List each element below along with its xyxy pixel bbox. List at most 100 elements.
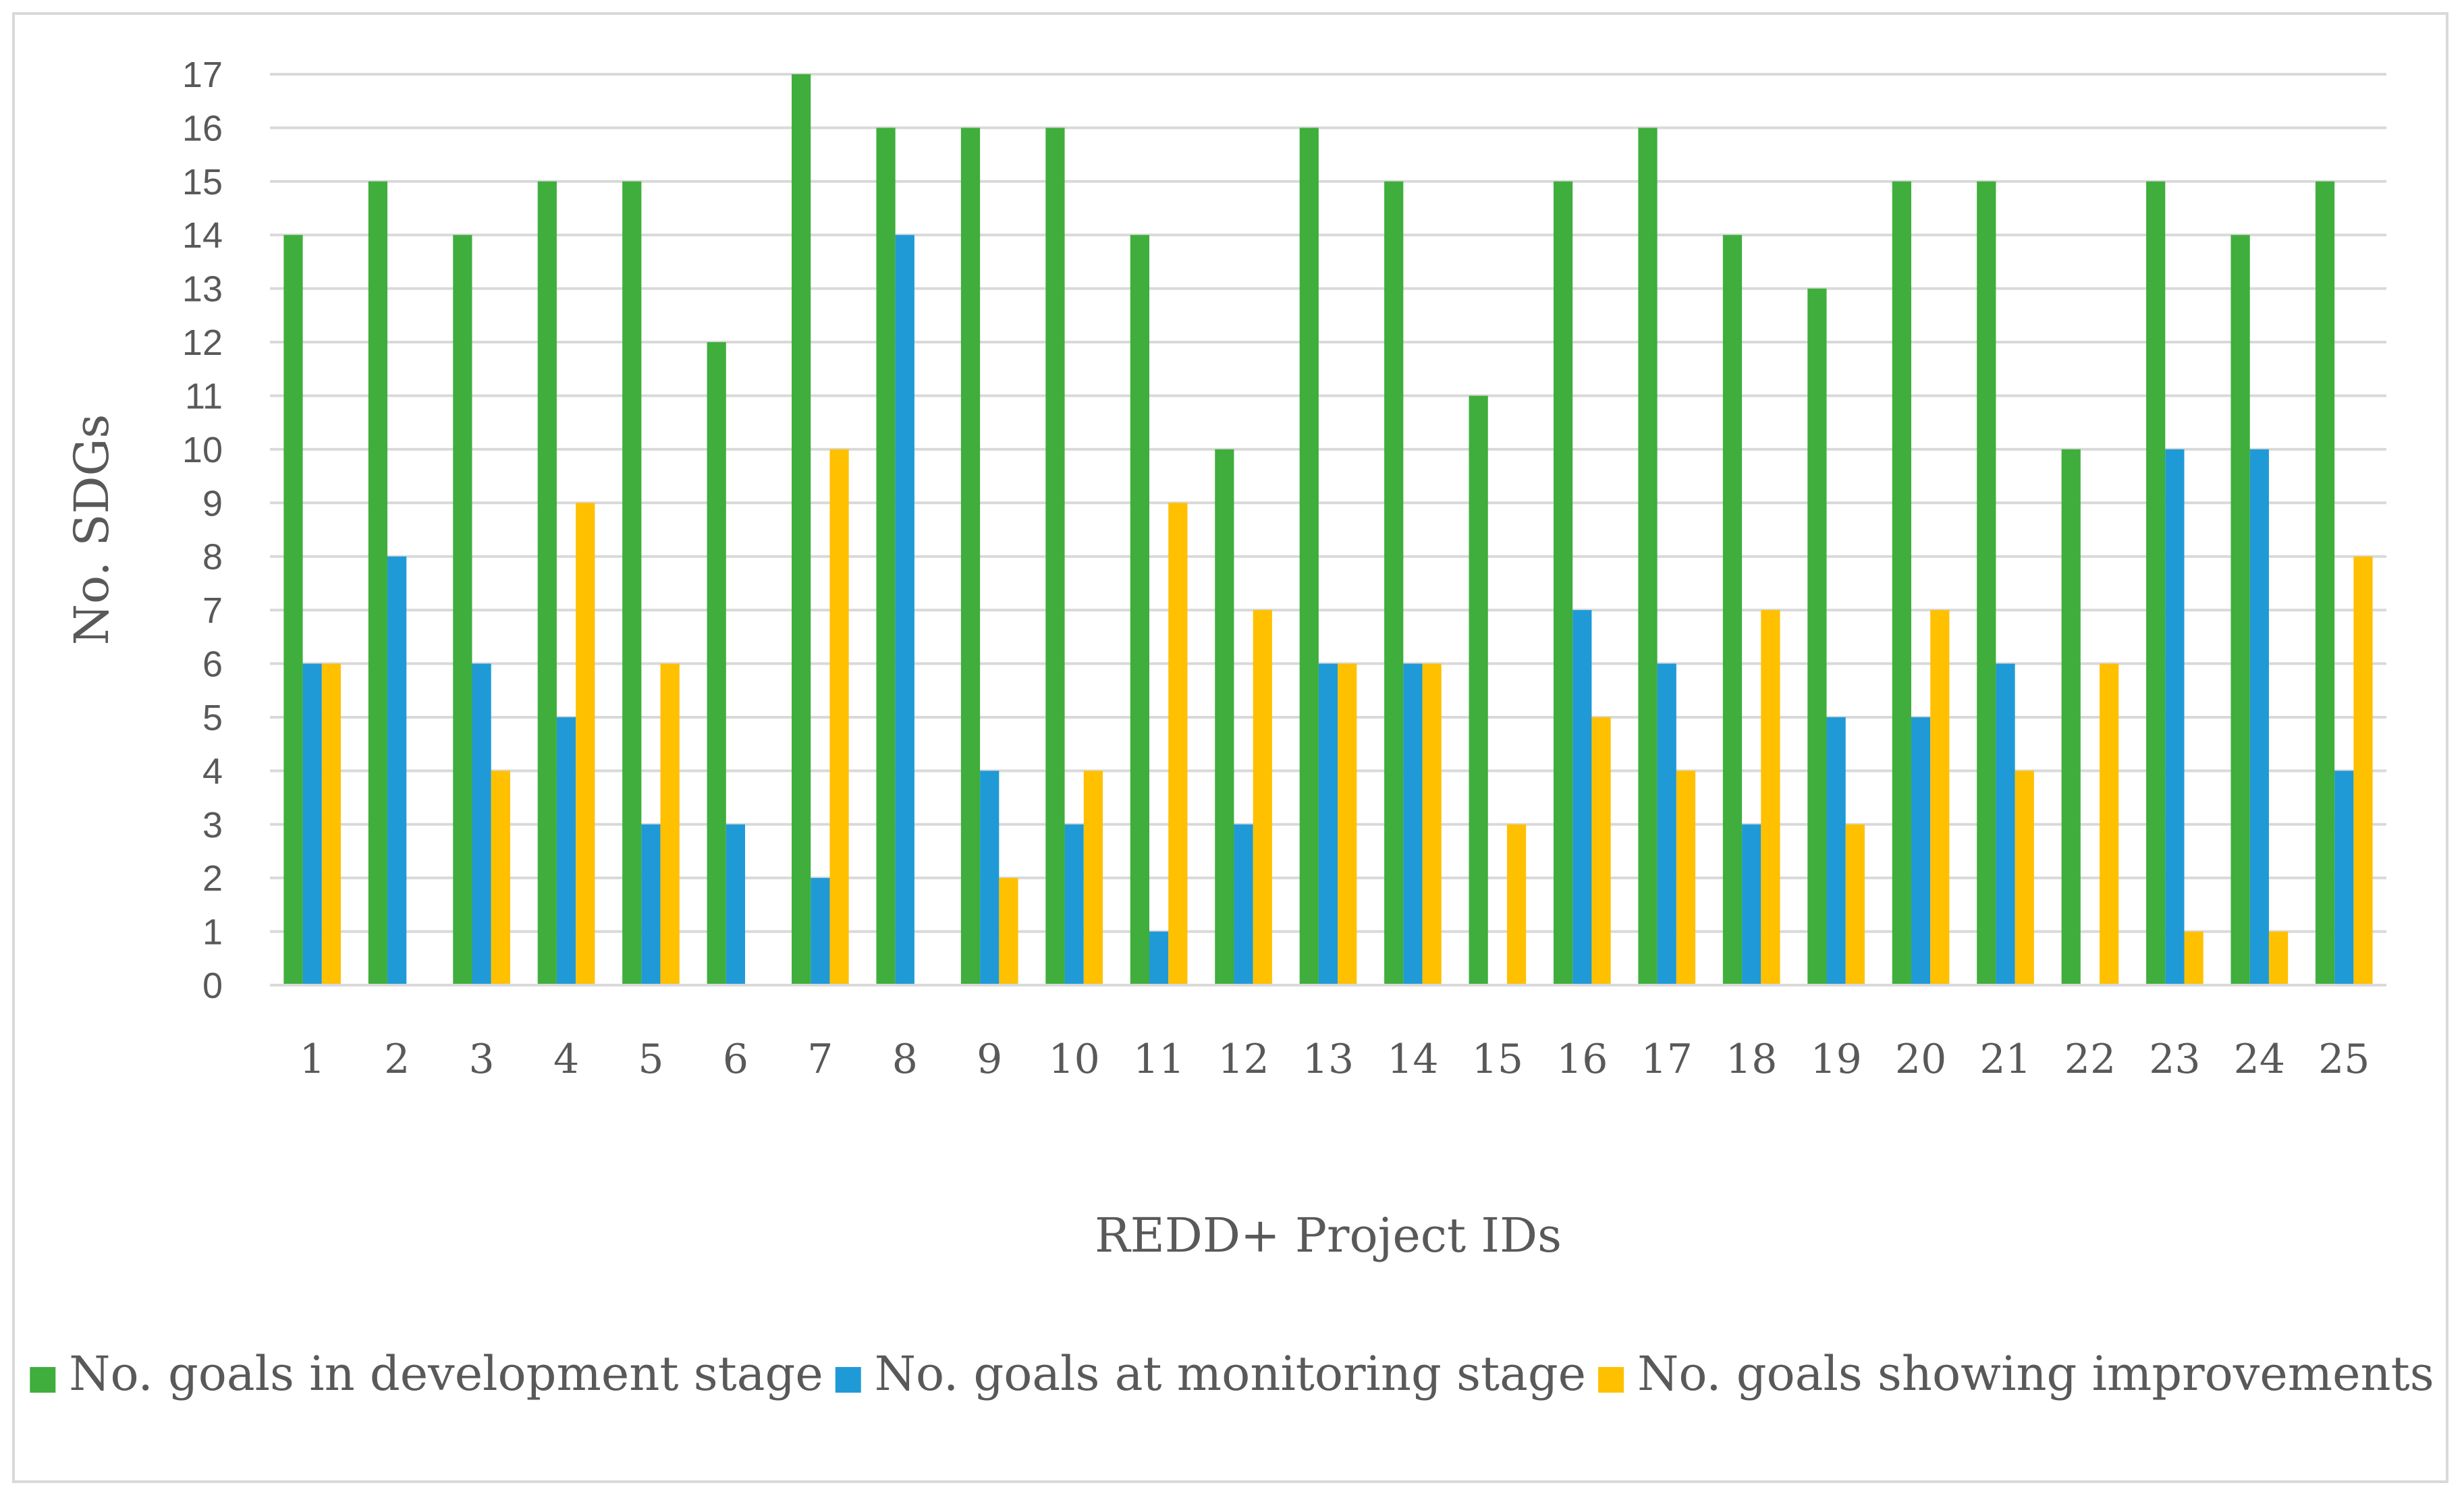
x-tick-label: 25 [2318, 1036, 2370, 1083]
bar-series-1-project-21 [1977, 181, 1996, 986]
y-tick-label: 12 [182, 323, 223, 363]
x-tick-label: 16 [1556, 1036, 1608, 1083]
x-tick-label: 22 [2064, 1036, 2116, 1083]
bar-series-3-project-25 [2353, 556, 2373, 985]
bar-series-2-project-9 [980, 771, 1000, 985]
bar-series-2-project-21 [1996, 663, 2015, 985]
bar-series-3-project-20 [1930, 610, 1950, 985]
x-tick-label: 3 [469, 1036, 495, 1083]
y-tick-label: 6 [202, 644, 223, 685]
bar-series-2-project-6 [725, 824, 746, 985]
bar-series-2-project-23 [2165, 449, 2185, 985]
bar-series-1-project-5 [622, 181, 642, 986]
x-tick-label: 17 [1641, 1036, 1693, 1083]
x-tick-label: 7 [807, 1036, 833, 1083]
x-axis-ticks: 1 2 3 4 5 6 7 8 9 10 11 12 13 14 15 16 17 18 19 20 21 22 23 24 2… [300, 1036, 2370, 1083]
x-tick-label: 15 [1472, 1036, 1523, 1083]
bar-series-2-project-4 [556, 717, 576, 985]
y-tick-label: 7 [202, 590, 223, 631]
bar-series-3-project-23 [2184, 931, 2203, 985]
bar-series-3-project-9 [999, 878, 1018, 985]
x-tick-label: 1 [300, 1036, 325, 1083]
bar-series-3-project-17 [1676, 771, 1696, 985]
bar-series-1-project-19 [1807, 288, 1827, 985]
y-tick-label: 11 [185, 376, 223, 416]
bar-series-3-project-22 [2100, 663, 2119, 985]
bar-series-3-project-19 [1845, 824, 1865, 985]
legend-item: No. goals at monitoring stage [835, 1346, 1586, 1401]
legend-label: No. goals at monitoring stage [875, 1346, 1586, 1401]
bar-series-2-project-24 [2249, 449, 2269, 985]
x-tick-label: 9 [977, 1036, 1002, 1083]
x-tick-label: 18 [1726, 1036, 1777, 1083]
bar-series-1-project-9 [960, 128, 981, 986]
x-tick-label: 20 [1895, 1036, 1946, 1083]
x-axis-title: REDD+ Project IDs [1095, 1208, 1562, 1263]
x-tick-label: 19 [1810, 1036, 1861, 1083]
bar-series-1-project-10 [1045, 128, 1065, 986]
bar-series-1-project-6 [707, 342, 726, 985]
bar-series-3-project-18 [1761, 610, 1780, 985]
bar-series-3-project-10 [1083, 771, 1103, 985]
bar-series-2-project-2 [387, 556, 407, 985]
bar-series-2-project-13 [1318, 663, 1338, 985]
bar-series-2-project-5 [641, 824, 661, 985]
y-tick-label: 1 [202, 912, 223, 953]
bar-series-2-project-25 [2334, 771, 2354, 985]
x-tick-label: 10 [1049, 1036, 1100, 1083]
bar-series-3-project-12 [1253, 610, 1272, 985]
bar-series-1-project-25 [2315, 181, 2335, 986]
bars [283, 74, 2373, 986]
x-tick-label: 11 [1133, 1036, 1184, 1083]
legend-label: No. goals showing improvements [1637, 1346, 2434, 1401]
bar-series-3-project-3 [491, 771, 510, 985]
bar-series-3-project-4 [576, 503, 595, 985]
bar-series-3-project-1 [321, 663, 341, 985]
x-tick-label: 24 [2234, 1036, 2285, 1083]
bar-series-2-project-11 [1149, 931, 1169, 985]
bar-series-3-project-13 [1338, 663, 1357, 985]
legend-swatch [30, 1367, 56, 1393]
bar-series-1-project-12 [1215, 449, 1234, 985]
bar-series-3-project-14 [1422, 663, 1442, 985]
bar-series-1-project-24 [2230, 235, 2250, 985]
x-tick-label: 23 [2149, 1036, 2200, 1083]
bar-series-1-project-7 [792, 74, 811, 985]
bar-series-2-project-10 [1064, 824, 1084, 985]
legend-swatch [835, 1367, 861, 1393]
legend-item: No. goals in development stage [30, 1346, 823, 1401]
bar-series-1-project-14 [1384, 181, 1404, 986]
y-tick-label: 17 [182, 55, 223, 95]
bar-series-2-project-1 [302, 663, 322, 985]
legend-swatch [1598, 1367, 1624, 1393]
x-tick-label: 12 [1217, 1036, 1269, 1083]
legend-label: No. goals in development stage [69, 1346, 823, 1401]
x-tick-label: 6 [723, 1036, 748, 1083]
y-tick-label: 8 [202, 537, 223, 578]
bar-series-2-project-14 [1403, 663, 1423, 985]
x-tick-label: 14 [1387, 1036, 1438, 1083]
y-tick-label: 9 [202, 483, 223, 524]
bar-series-2-project-18 [1742, 824, 1761, 985]
legend: No. goals in development stage No. goals … [30, 1346, 2434, 1401]
bar-series-2-project-19 [1826, 717, 1846, 985]
bar-series-1-project-15 [1469, 395, 1488, 985]
bar-series-1-project-22 [2061, 449, 2081, 985]
bar-series-1-project-18 [1722, 235, 1743, 985]
bar-series-1-project-4 [537, 181, 557, 986]
x-tick-label: 2 [384, 1036, 410, 1083]
y-tick-label: 5 [202, 698, 223, 738]
bar-series-1-project-2 [368, 181, 388, 986]
bar-series-1-project-13 [1299, 128, 1319, 986]
bar-series-3-project-24 [2268, 931, 2289, 985]
x-tick-label: 13 [1303, 1036, 1354, 1083]
bar-series-2-project-8 [895, 235, 914, 985]
y-tick-label: 13 [182, 269, 223, 310]
legend-item: No. goals showing improvements [1598, 1346, 2434, 1401]
y-tick-label: 3 [202, 805, 223, 845]
x-tick-label: 21 [1979, 1036, 2031, 1083]
bar-series-1-project-16 [1553, 181, 1573, 986]
bar-series-3-project-21 [2015, 771, 2034, 985]
y-tick-label: 15 [182, 162, 223, 202]
y-tick-label: 4 [202, 751, 223, 791]
